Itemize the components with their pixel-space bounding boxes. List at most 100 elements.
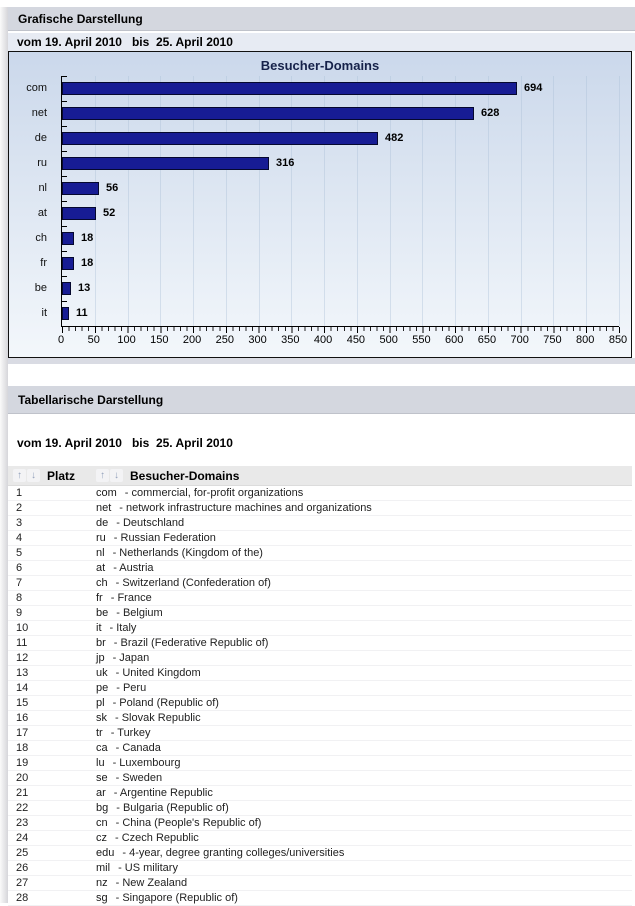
domain-code: ar <box>96 787 106 799</box>
domain-description: - United Kingdom <box>115 667 201 679</box>
section-header-table: Tabellarische Darstellung <box>8 386 635 414</box>
table-row: 18 ca - Canada <box>8 741 632 756</box>
domain-code: at <box>96 562 106 574</box>
domain-description: - Austria <box>113 562 154 574</box>
bar-it <box>62 307 69 320</box>
domain-description: - 4-year, degree granting colleges/unive… <box>122 847 345 859</box>
gridline <box>619 76 620 326</box>
domain-description: - Poland (Republic of) <box>112 697 219 709</box>
table-row: 11 br - Brazil (Federative Republic of) <box>8 636 632 651</box>
bar-value-fr: 18 <box>81 257 94 269</box>
domain-description: - New Zealand <box>115 877 188 889</box>
bar-be <box>62 282 71 295</box>
x-tick-label: 700 <box>510 334 529 346</box>
domain-description: - China (People's Republic of) <box>115 817 262 829</box>
rank-cell: 1 <box>16 487 23 499</box>
y-axis-tick <box>62 201 67 202</box>
bar-value-de: 482 <box>385 132 404 144</box>
x-tick-label: 350 <box>281 334 300 346</box>
rank-cell: 4 <box>16 532 23 544</box>
domain-code: lu <box>96 757 105 769</box>
table-row: 1 com - commercial, for-profit organizatio… <box>8 486 632 501</box>
y-label-be: be <box>34 282 47 294</box>
bar-value-ch: 18 <box>81 232 94 244</box>
rank-cell: 7 <box>16 577 23 589</box>
rank-cell: 20 <box>16 772 29 784</box>
table-row: 27 nz - New Zealand <box>8 876 632 891</box>
domain-code: uk <box>96 667 108 679</box>
y-axis-tick <box>62 251 67 252</box>
bar-ch <box>62 232 74 245</box>
domain-description: - France <box>110 592 152 604</box>
gridline <box>356 76 358 326</box>
sort-desc-icon[interactable]: ↓ <box>27 469 40 482</box>
column-label-platz: Platz <box>47 468 76 483</box>
rank-cell: 10 <box>16 622 29 634</box>
rank-cell: 21 <box>16 787 29 799</box>
y-axis-tick <box>62 301 67 302</box>
domain-description: - Peru <box>116 682 147 694</box>
sort-asc-icon[interactable]: ↑ <box>96 469 109 482</box>
divider-strip <box>8 358 635 364</box>
chart-title: Besucher-Domains <box>260 58 380 73</box>
x-tick-label: 550 <box>412 334 431 346</box>
rank-cell: 22 <box>16 802 29 814</box>
domain-description: - Czech Republic <box>115 832 199 844</box>
bar-nl <box>62 182 99 195</box>
rank-cell: 11 <box>16 637 28 649</box>
rank-cell: 5 <box>16 547 23 559</box>
domain-description: - Russian Federation <box>113 532 216 544</box>
gridline <box>422 76 424 326</box>
bar-com <box>62 82 517 95</box>
bar-value-ru: 316 <box>276 157 295 169</box>
table-row: 5 nl - Netherlands (Kingdom of the) <box>8 546 632 561</box>
domain-description: - Slovak Republic <box>115 712 201 724</box>
domain-code: ch <box>96 577 108 589</box>
rank-cell: 26 <box>16 862 29 874</box>
domain-code: de <box>96 517 109 529</box>
domain-description: - network infrastructure machines and or… <box>119 502 372 514</box>
domain-code: com <box>96 487 117 499</box>
y-axis-labels: com net de ru nl at ch fr be it <box>9 76 55 326</box>
table-row: 10 it - Italy <box>8 621 632 636</box>
y-axis-tick <box>62 226 67 227</box>
sort-desc-icon[interactable]: ↓ <box>110 469 123 482</box>
column-label-domains: Besucher-Domains <box>130 468 240 483</box>
domain-code: ru <box>96 532 106 544</box>
bar-net <box>62 107 474 120</box>
table-row: 21 ar - Argentine Republic <box>8 786 632 801</box>
y-label-ru: ru <box>37 157 47 169</box>
rank-cell: 14 <box>16 682 29 694</box>
y-axis-tick <box>62 101 67 102</box>
rank-cell: 8 <box>16 592 23 604</box>
date-range-table: vom 19. April 2010 bis 25. April 2010 <box>8 434 635 452</box>
gridline <box>160 76 162 326</box>
table-row: 7 ch - Switzerland (Confederation of) <box>8 576 632 591</box>
domain-code: nl <box>96 547 105 559</box>
rank-cell: 19 <box>16 757 29 769</box>
x-tick-label: 0 <box>57 334 65 346</box>
table-row: 8 fr - France <box>8 591 632 606</box>
domain-description: - Belgium <box>116 607 163 619</box>
domain-description: - commercial, for-profit organizations <box>124 487 304 499</box>
domain-code: edu <box>96 847 115 859</box>
table-row: 15 pl - Poland (Republic of) <box>8 696 632 711</box>
y-label-de: de <box>34 132 47 144</box>
table-row: 3 de - Deutschland <box>8 516 632 531</box>
gridline <box>455 76 457 326</box>
y-label-nl: nl <box>38 182 47 194</box>
y-axis-tick <box>62 76 67 77</box>
gridline <box>324 76 326 326</box>
column-header-domains: ↑ ↓ Besucher-Domains <box>93 466 632 485</box>
table-row: 6 at - Austria <box>8 561 632 576</box>
table-row: 4 ru - Russian Federation <box>8 531 632 546</box>
sort-asc-icon[interactable]: ↑ <box>13 469 26 482</box>
domain-code: sg <box>96 892 108 904</box>
rank-cell: 2 <box>16 502 23 514</box>
domain-code: sk <box>96 712 107 724</box>
date-range-graphic: vom 19. April 2010 bis 25. April 2010 <box>8 33 635 51</box>
domain-description: - Sweden <box>115 772 163 784</box>
domain-code: cn <box>96 817 108 829</box>
domain-code: be <box>96 607 109 619</box>
bar-de <box>62 132 378 145</box>
